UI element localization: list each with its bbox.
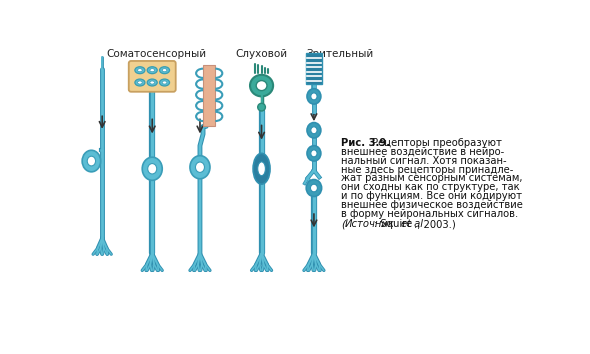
Text: Соматосенсорный: Соматосенсорный [106,48,206,59]
Ellipse shape [258,162,266,176]
Ellipse shape [190,156,210,179]
Text: Рецепторы преобразуют: Рецепторы преобразуют [369,138,502,148]
Ellipse shape [150,69,155,72]
Text: ., 2003.): ., 2003.) [414,219,455,229]
Ellipse shape [137,69,142,72]
Text: внешнее воздействие в нейро-: внешнее воздействие в нейро- [341,147,504,157]
Bar [306,53,322,84]
Ellipse shape [256,81,267,91]
Text: et al: et al [401,219,423,229]
Ellipse shape [148,164,157,174]
Ellipse shape [306,179,322,196]
Ellipse shape [137,81,142,84]
Ellipse shape [142,157,162,180]
Text: в форму нейрональных сигналов.: в форму нейрональных сигналов. [341,209,518,219]
Ellipse shape [150,81,155,84]
Ellipse shape [258,103,266,111]
Text: (: ( [341,219,345,229]
Text: : Squire: : Squire [374,219,415,229]
Ellipse shape [159,79,169,86]
FancyBboxPatch shape [129,61,176,92]
Ellipse shape [135,79,145,86]
Text: и по функциям. Все они кодируют: и по функциям. Все они кодируют [341,191,522,201]
Ellipse shape [87,156,96,166]
Ellipse shape [135,67,145,74]
Text: жат разным сенсорным системам,: жат разным сенсорным системам, [341,173,522,183]
Ellipse shape [307,145,321,161]
Text: ные здесь рецепторы принадле-: ные здесь рецепторы принадле- [341,165,513,175]
Ellipse shape [311,150,317,157]
Ellipse shape [253,153,270,184]
Ellipse shape [307,89,321,104]
Ellipse shape [148,79,157,86]
Ellipse shape [311,127,317,134]
Ellipse shape [311,93,317,100]
Text: Слуховой: Слуховой [235,48,288,59]
Bar [203,65,215,126]
Ellipse shape [162,81,167,84]
Text: Зрительный: Зрительный [306,48,373,59]
Ellipse shape [250,75,273,96]
Ellipse shape [310,184,317,192]
Ellipse shape [159,67,169,74]
Ellipse shape [82,150,101,172]
Text: внешнее физическое воздействие: внешнее физическое воздействие [341,200,523,210]
Text: они сходны как по структуре, так: они сходны как по структуре, так [341,182,520,192]
Text: Источник: Источник [345,219,395,229]
Ellipse shape [195,162,205,172]
Text: Рис. 3.9.: Рис. 3.9. [341,138,390,148]
Text: нальный сигнал. Хотя показан-: нальный сигнал. Хотя показан- [341,156,506,166]
Ellipse shape [148,67,157,74]
Ellipse shape [162,69,167,72]
Ellipse shape [307,122,321,138]
